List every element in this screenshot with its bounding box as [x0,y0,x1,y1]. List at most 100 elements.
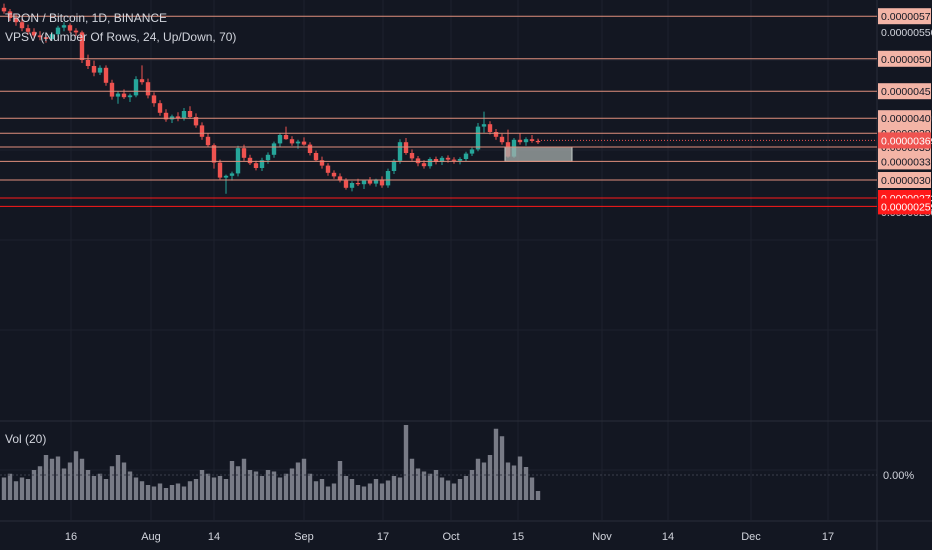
volume-bar [265,470,271,500]
volume-bar [97,473,103,500]
candle-body [367,180,373,184]
candle-body [535,141,541,143]
volume-bar [469,470,475,500]
volume-bar [367,483,373,500]
time-tick-label: Aug [141,531,161,543]
price-level-tag [878,8,931,25]
candle-body [133,79,139,96]
volume-bar [307,473,313,500]
candle-body [487,124,493,132]
volume-bar [103,479,109,500]
volume-bar [157,483,163,500]
volume-bar [451,483,457,500]
volume-bar [229,461,235,500]
volume-bar [91,476,97,500]
volume-bar [61,468,67,500]
time-tick-label: 15 [512,531,524,543]
volume-bar [133,477,139,500]
support-zone-rect [504,146,573,162]
candle-body [139,79,145,83]
volume-label[interactable]: Vol (20) [5,432,47,446]
volume-bar [295,462,301,500]
candle-body [247,157,253,164]
candle-body [325,165,331,173]
candle-body [235,148,241,174]
candle-body [499,136,505,143]
volume-bar [175,483,181,500]
volume-bar [217,476,223,500]
candle-body [361,180,367,185]
price-level-tag-label: 0.00000451 [881,86,932,98]
volume-bar [163,488,169,500]
volume-bar [337,461,343,500]
volume-bar [127,471,133,500]
candle-body [307,144,313,153]
price-level-tag-label: 0.00000406 [881,113,932,125]
volume-bar [475,458,481,500]
volume-bar [25,479,31,500]
candle-body [85,60,91,66]
candle-body [7,11,13,18]
volume-bar [187,481,193,500]
candle-body [55,27,61,35]
candle-body [319,160,325,166]
candle-body [457,159,463,161]
volume-bar [535,491,541,500]
volume-bar [13,481,19,500]
volume-bar [181,486,187,500]
candle-body [445,157,451,160]
candle-body [187,111,193,117]
time-tick-label: 14 [208,531,220,543]
horizontal-levels[interactable] [0,15,877,207]
price-level-tag-label: 0.00000259 [881,201,932,213]
price-level-tag [878,198,931,215]
candle-body [265,154,271,161]
volume-bar [289,468,295,500]
volume-bar [397,477,403,500]
candle-body [145,82,151,96]
volume-bar [511,465,517,500]
candle-body [403,142,409,153]
last-price-tag [878,132,931,149]
candle-body [217,162,223,178]
candle-body [385,171,391,186]
candle-body [199,125,205,137]
candle-body [211,145,217,163]
candle-body [517,139,523,143]
price-axis[interactable]: 0.000005500.000004060.000002500.00000576… [878,8,932,482]
candle-body [37,35,43,38]
volume-bar [349,479,355,500]
volume-bar [73,451,79,500]
volume-bar [121,462,127,500]
candle-body [427,159,433,167]
candle-body [523,139,529,143]
candle-body [313,153,319,161]
volume-bar [427,473,433,500]
time-tick-label: 17 [377,531,389,543]
candle-body [397,142,403,161]
candle-body [409,153,415,159]
volume-bar [481,462,487,500]
candle-body [175,116,181,119]
volume-bar [223,479,229,500]
indicator-legend[interactable]: VPSV (Number Of Rows, 24, Up/Down, 70) [5,30,237,44]
symbol-title: TRON / Bitcoin, 1D, BINANCE [5,11,168,25]
candle-body [121,93,127,98]
candle-body [433,159,439,162]
volume-bar [433,470,439,500]
candle-body [271,143,277,155]
price-level-tag [878,110,931,127]
candle-body [13,18,19,23]
candle-body [97,67,103,73]
candle-body [355,183,361,185]
candle-body [379,179,385,186]
candle-body [283,135,289,140]
price-zone-box [504,146,573,162]
volume-bar [283,473,289,500]
time-axis[interactable]: 16 Aug 14 Sep 17 Oct 15 Nov 14 Dec 17 [65,531,834,543]
candle-body [259,160,265,168]
candle-body [475,126,481,150]
candle-body [49,34,55,39]
